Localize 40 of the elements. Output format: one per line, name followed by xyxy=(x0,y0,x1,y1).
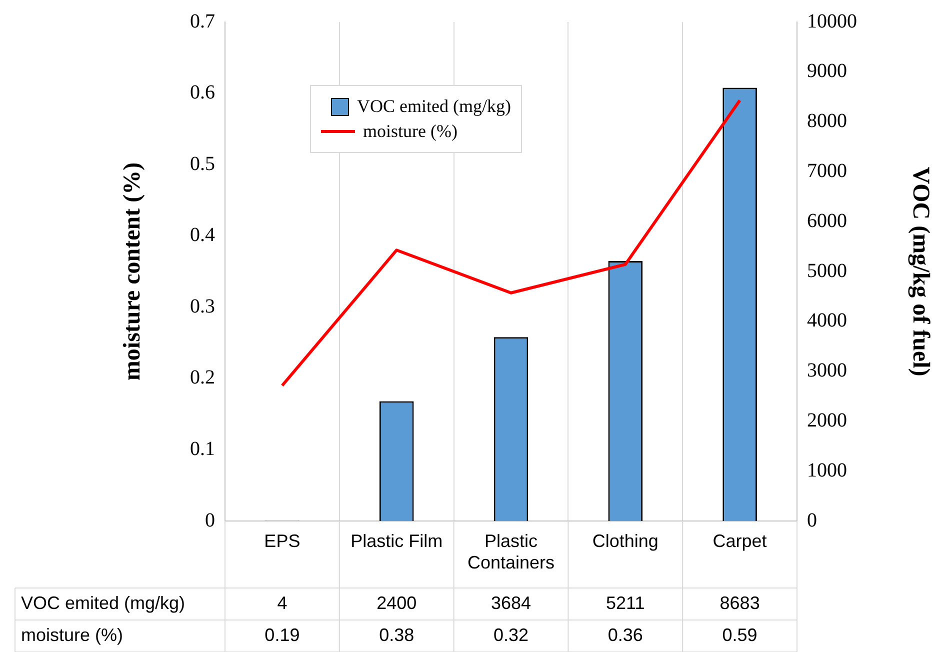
x-tick-label: EPS xyxy=(264,530,300,551)
y2-tick-label: 8000 xyxy=(807,110,847,132)
legend-label: VOC emited (mg/kg) xyxy=(357,96,511,117)
x-tick-label: Plastic Film xyxy=(350,530,443,551)
data-label: 0.32 xyxy=(493,624,529,645)
legend-label: moisture (%) xyxy=(363,121,458,142)
y2-tick-label: 10000 xyxy=(807,10,857,32)
y-tick-label: 0.3 xyxy=(190,295,215,318)
y-tick-label: 0.5 xyxy=(190,152,215,175)
y2-tick-label: 9000 xyxy=(807,60,847,82)
data-label: 5211 xyxy=(606,592,645,613)
y-tick-label: 0 xyxy=(205,509,215,532)
y2-tick-label: 7000 xyxy=(807,160,847,182)
data-label: 2400 xyxy=(376,592,417,613)
y-tick-label: 0.7 xyxy=(190,10,215,32)
y2-tick-label: 4000 xyxy=(807,310,847,332)
y-axis-title: moisture content (%) xyxy=(120,162,146,381)
data-label: 4 xyxy=(277,592,288,613)
data-label: 0.36 xyxy=(608,624,643,645)
y2-tick-label: 3000 xyxy=(807,360,847,382)
text: moisture (%) xyxy=(21,624,124,645)
data-label: 0.19 xyxy=(264,624,300,645)
y2-tick-label: 0 xyxy=(807,509,817,532)
y-tick-label: 0.4 xyxy=(190,224,215,246)
data-label: 0.59 xyxy=(722,624,758,645)
y2-tick-label: 2000 xyxy=(807,409,847,432)
data-label: 3684 xyxy=(490,592,532,613)
y2-tick-label: 6000 xyxy=(807,210,847,232)
x-tick-label: Carpet xyxy=(712,530,767,551)
x-tick-label: Clothing xyxy=(592,530,658,551)
data-label: 8683 xyxy=(720,592,760,613)
y2-tick-label: 1000 xyxy=(807,459,847,482)
y2-axis-title: VOC (mg/kg of fuel) xyxy=(907,166,934,376)
y-tick-label: 0.6 xyxy=(190,82,215,104)
text: VOC emited (mg/kg) xyxy=(21,592,186,613)
y-tick-label: 0.2 xyxy=(190,366,215,389)
x-tick-label: Plastic Containers xyxy=(467,530,555,572)
data-label: 0.38 xyxy=(379,624,414,645)
y2-tick-label: 5000 xyxy=(807,260,847,282)
y-tick-label: 0.1 xyxy=(190,438,215,460)
